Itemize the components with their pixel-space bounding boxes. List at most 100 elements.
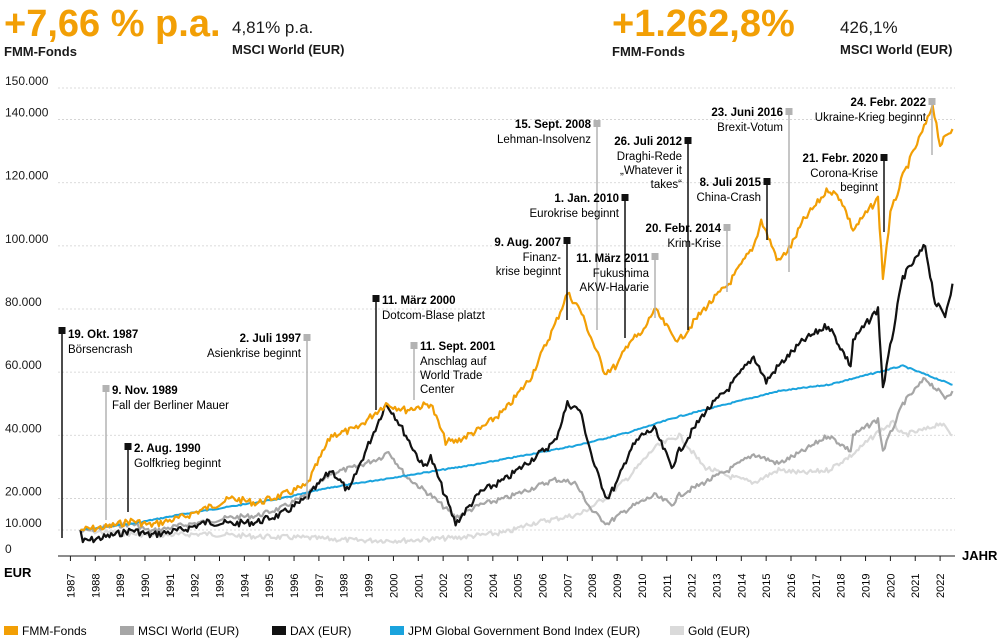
fmm-total-label: FMM-Fonds [612,44,685,59]
x-tick-label: 2014 [736,574,748,598]
x-tick-label: 1996 [289,574,301,598]
legend-label-dax: DAX (EUR) [290,624,351,638]
x-tick-label: 2003 [463,574,475,598]
annotation-date: 23. Juni 2016 [711,107,783,119]
annotation-date: 26. Juli 2012 [614,136,682,148]
x-tick-label: 1998 [339,574,351,598]
x-tick-label: 1990 [140,574,152,598]
fmm-pa-value: +7,66 % p.a. [4,3,221,45]
header-left-msci: 4,81% p.a. MSCI World (EUR) [232,18,344,58]
header-right-msci: 426,1% MSCI World (EUR) [840,18,952,58]
annotation-text: krise beginnt [496,266,562,278]
annotation-date: 11. März 2000 [382,295,456,307]
annotation-marker [723,224,731,231]
y-tick-label: 80.000 [5,295,42,309]
y-tick-label: 100.000 [5,232,49,246]
x-tick-label: 2007 [562,574,574,598]
annotation-date: 9. Nov. 1989 [112,385,178,397]
x-tick-label: 2012 [687,574,699,598]
annotation-text: AKW-Havarie [580,282,649,294]
annotation-text: Fall der Berliner Mauer [112,400,229,412]
x-tick-label: 2004 [488,574,500,598]
msci-total-label: MSCI World (EUR) [840,42,953,57]
x-tick-label: 2020 [885,574,897,598]
annotation-date: 1. Jan. 2010 [554,193,619,205]
x-tick-label: 1987 [65,574,77,598]
y-tick-label: 0 [5,542,12,556]
annotation-marker [880,154,888,161]
y-tick-label: 120.000 [5,169,49,183]
annotation-date: 2. Juli 1997 [240,333,301,345]
annotation-marker [58,327,66,334]
annotation-marker [621,194,629,201]
annotation-text: Fukushima [593,268,650,280]
y-axis-title: EUR [4,565,32,580]
x-tick-label: 2018 [836,574,848,598]
annotation-text: Draghi-Rede [617,151,682,163]
annotation-text: China-Crash [696,192,761,204]
y-tick-label: 140.000 [5,106,49,120]
annotation-marker [785,108,793,115]
msci-pa-label: MSCI World (EUR) [232,42,345,57]
x-tick-label: 2022 [935,574,947,598]
annotation-date: 15. Sept. 2008 [515,119,592,131]
x-tick-label: 1988 [90,574,102,598]
x-tick-label: 1991 [165,574,177,598]
chart-series [79,104,954,544]
x-tick-label: 2008 [587,574,599,598]
x-tick-label: 1992 [190,574,202,598]
annotation-text: Ukraine-Krieg beginnt [815,112,927,124]
annotation-marker [563,237,571,244]
x-tick-label: 1994 [239,574,251,598]
annotation-date: 11. Sept. 2001 [420,341,496,353]
x-tick-label: 1989 [115,574,127,598]
annotation-date: 21. Febr. 2020 [803,153,878,165]
msci-total-value: 426,1% [840,18,898,37]
x-tick-label: 1999 [364,574,376,598]
series-line-jpm [80,364,953,531]
annotation-text: Corona-Krise [810,168,878,180]
legend-label-jpm: JPM Global Government Bond Index (EUR) [408,624,640,638]
x-tick-label: 2016 [786,574,798,598]
legend-swatch-fmm [4,626,18,635]
annotation-text: Börsencrash [68,344,133,356]
series-line-fmm [80,104,954,533]
annotation-text: Center [420,384,455,396]
annotation-text: „Whatever it [620,165,683,177]
x-tick-label: 2017 [811,574,823,598]
legend-swatch-msci [120,626,134,635]
x-tick-label: 2011 [662,574,674,598]
x-tick-label: 2013 [711,574,723,598]
annotation-date: 20. Febr. 2014 [646,223,722,235]
x-tick-label: 1995 [264,574,276,598]
legend-label-msci: MSCI World (EUR) [138,624,239,638]
x-tick-label: 2019 [861,574,873,598]
annotation-date: 8. Juli 2015 [700,177,762,189]
series-line-msci [79,376,954,534]
x-tick-label: 1993 [215,574,227,598]
fmm-total-value: +1.262,8% [612,3,795,45]
y-axis: 0 10.000 20.000 40.000 60.000 80.000 100.000 12… [4,74,49,580]
annotation-marker [684,137,692,144]
annotation-text: Lehman-Insolvenz [497,134,591,146]
annotation-date: 9. Aug. 2007 [494,237,561,249]
annotation-marker [928,98,936,105]
series-line-dax [79,243,954,544]
y-tick-label: 10.000 [5,516,42,530]
y-tick-label: 20.000 [5,484,42,498]
annotation-date: 11. März 2011 [576,253,649,265]
x-axis-title: JAHR [962,548,998,563]
annotation-marker [410,342,418,349]
x-tick-label: 2002 [438,574,450,598]
legend-swatch-dax [272,626,286,635]
x-axis: JAHR 1987 1988 1989 1990 1991 1992 1993 1994 1995… [58,548,998,598]
series-line-gold [80,419,953,544]
annotation-text: Krim-Krise [667,238,721,250]
annotation-date: 24. Febr. 2022 [851,97,926,109]
legend-swatch-jpm [390,626,404,635]
chart-legend: FMM-Fonds MSCI World (EUR) DAX (EUR) JPM Gl… [4,624,750,638]
annotation-text: Asienkrise beginnt [207,348,302,360]
annotation-marker [593,120,601,127]
fmm-pa-label: FMM-Fonds [4,44,77,59]
annotation-marker [102,385,110,392]
